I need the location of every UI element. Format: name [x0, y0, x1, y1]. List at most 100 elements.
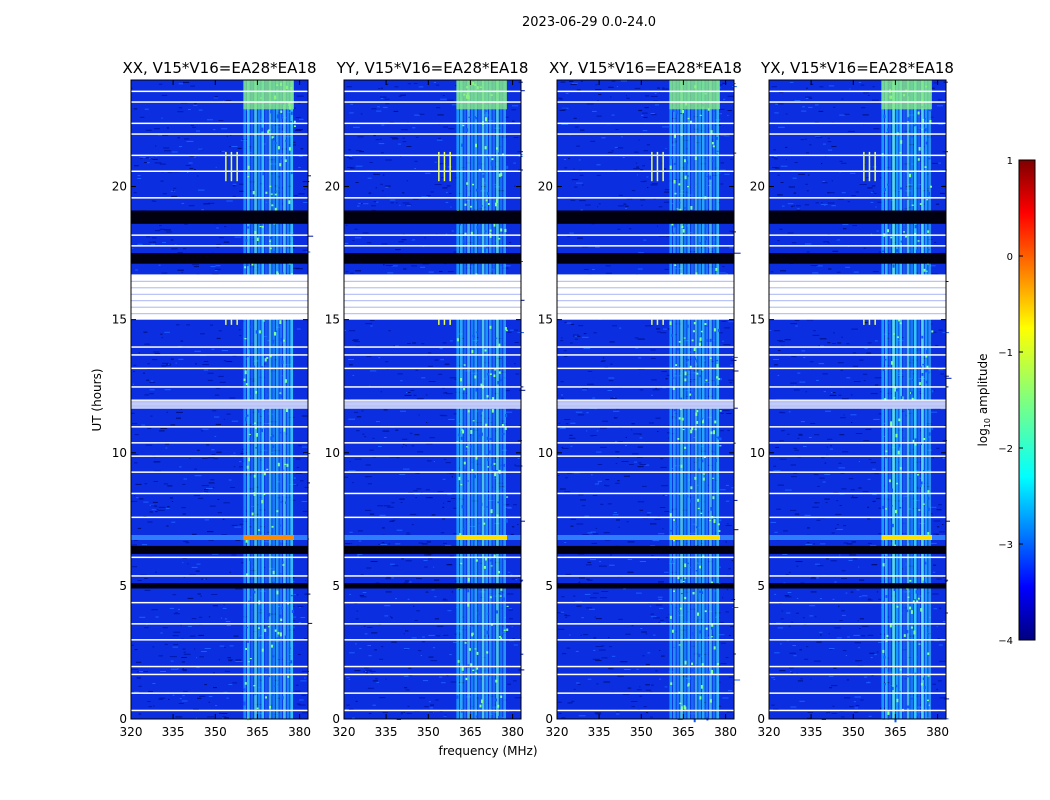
- noise-pixel: [831, 205, 836, 207]
- noise-pixel: [378, 143, 385, 145]
- rfi-pixel: [926, 350, 929, 354]
- rfi-pixel: [247, 165, 250, 170]
- noise-pixel: [615, 129, 619, 130]
- rfi-pixel: [483, 566, 486, 569]
- noise-pixel: [135, 483, 142, 485]
- noise-pixel: [145, 157, 151, 159]
- noise-pixel: [395, 345, 399, 347]
- noise-pixel: [401, 712, 403, 714]
- rfi-pixel: [278, 355, 281, 357]
- noise-pixel: [181, 507, 186, 509]
- noise-pixel: [405, 560, 412, 562]
- noise-pixel: [277, 472, 282, 474]
- rfi-pixel: [291, 610, 294, 613]
- flag-line: [557, 639, 734, 641]
- noise-pixel: [190, 85, 195, 87]
- noise-pixel: [197, 697, 202, 699]
- noise-pixel: [831, 180, 833, 182]
- noise-pixel: [244, 358, 249, 360]
- noise-pixel: [560, 81, 566, 83]
- noise-pixel: [615, 711, 620, 713]
- noise-pixel: [395, 429, 399, 431]
- rfi-pixel: [468, 116, 471, 118]
- x-tick-label: 350: [630, 725, 653, 739]
- rfi-pixel: [263, 471, 266, 476]
- rfi-pixel: [490, 463, 493, 466]
- noise-pixel: [514, 342, 519, 343]
- noise-pixel: [808, 437, 812, 438]
- rfi-pixel: [680, 113, 683, 115]
- noise-pixel: [853, 634, 860, 636]
- rfi-pixel: [882, 563, 885, 567]
- noise-pixel: [602, 357, 605, 359]
- noise-pixel: [573, 688, 576, 690]
- noise-pixel: [720, 642, 726, 644]
- noise-pixel: [133, 192, 137, 194]
- noise-pixel: [147, 701, 151, 702]
- noise-pixel: [616, 147, 624, 149]
- flag-line: [557, 556, 734, 559]
- noise-pixel: [199, 695, 206, 697]
- rfi-pixel: [490, 624, 493, 626]
- noise-pixel: [697, 484, 699, 486]
- rfi-pixel: [716, 376, 719, 379]
- noise-pixel: [931, 593, 939, 595]
- x-tick-label: 320: [546, 725, 569, 739]
- rfi-pixel: [245, 383, 248, 386]
- rfi-pixel: [468, 648, 471, 651]
- noise-pixel: [568, 158, 570, 159]
- noise-pixel: [704, 360, 706, 362]
- noise-pixel: [410, 389, 415, 391]
- noise-pixel: [296, 703, 301, 705]
- flag-line: [557, 234, 734, 236]
- noise-pixel: [362, 203, 369, 205]
- noise-pixel: [152, 200, 157, 202]
- rfi-pixel: [675, 110, 678, 115]
- noise-pixel: [684, 638, 690, 640]
- noise-pixel: [820, 543, 826, 545]
- rfi-pixel: [900, 240, 903, 243]
- noise-pixel: [639, 695, 642, 697]
- rfi-pixel: [500, 464, 503, 467]
- noise-pixel: [212, 672, 215, 674]
- noise-pixel: [450, 206, 452, 208]
- noise-pixel: [645, 684, 650, 686]
- noise-pixel: [412, 127, 416, 129]
- noise-pixel: [411, 445, 415, 447]
- noise-pixel: [152, 501, 158, 503]
- noise-pixel: [153, 351, 160, 353]
- rfi-pixel: [500, 264, 503, 266]
- rfi-pixel: [925, 270, 928, 272]
- noise-pixel: [449, 654, 452, 656]
- flag-line: [769, 601, 946, 604]
- noise-pixel: [392, 138, 399, 140]
- noise-pixel: [779, 92, 784, 93]
- rfi-pixel: [290, 594, 293, 597]
- noise-pixel: [428, 271, 434, 273]
- noise-pixel: [819, 634, 822, 636]
- noise-pixel: [225, 100, 232, 102]
- noise-pixel: [714, 235, 718, 237]
- noise-pixel: [385, 361, 389, 363]
- noise-pixel: [711, 361, 715, 362]
- noise-pixel: [237, 147, 242, 149]
- rfi-pixel: [251, 512, 254, 516]
- flag-line: [131, 354, 308, 356]
- noise-pixel: [788, 411, 791, 413]
- noise-pixel: [854, 642, 861, 644]
- rfi-pixel: [490, 565, 493, 567]
- noise-pixel: [615, 451, 620, 453]
- rfi-pixel: [504, 327, 507, 330]
- noise-pixel: [940, 192, 945, 194]
- noise-pixel: [704, 702, 707, 703]
- flag-white: [769, 274, 946, 320]
- noise-pixel: [239, 335, 242, 337]
- noise-pixel: [850, 489, 855, 491]
- noise-pixel: [771, 86, 777, 88]
- noise-pixel: [586, 430, 588, 432]
- noise-pixel: [804, 243, 812, 245]
- rfi-pixel: [249, 438, 252, 440]
- noise-pixel: [370, 325, 373, 327]
- noise-pixel: [779, 411, 784, 413]
- noise-pixel: [846, 377, 851, 379]
